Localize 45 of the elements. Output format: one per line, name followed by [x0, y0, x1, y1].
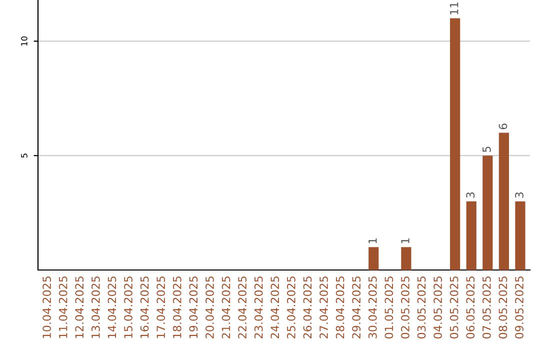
data-label: 5 — [482, 146, 491, 152]
x-tick-label: 21.04.2025 — [222, 276, 230, 338]
x-tick-label: 28.04.2025 — [336, 276, 344, 338]
x-tick-label: 09.05.2025 — [515, 276, 524, 338]
bar — [515, 201, 526, 270]
x-tick-label: 27.04.2025 — [320, 276, 328, 338]
x-tick-label: 23.04.2025 — [254, 276, 263, 338]
bar — [401, 247, 412, 270]
x-tick-label: 13.04.2025 — [91, 276, 100, 338]
x-tick-label: 18.04.2025 — [172, 276, 182, 338]
data-label: 1 — [368, 238, 377, 244]
data-label: 11 — [450, 2, 458, 14]
x-tick-label: 30.04.2025 — [368, 276, 377, 338]
x-tick-label: 24.04.2025 — [270, 276, 280, 338]
x-tick-label: 10.04.2025 — [42, 276, 51, 338]
x-tick-label: 08.05.2025 — [498, 276, 508, 338]
data-label: 3 — [466, 192, 475, 198]
x-tick-label: 29.04.2025 — [352, 276, 361, 338]
bar — [450, 18, 460, 270]
x-tick-label: 17.04.2025 — [156, 276, 166, 338]
x-tick-label: 25.04.2025 — [286, 276, 296, 338]
x-tick-label: 20.04.2025 — [206, 276, 214, 338]
x-tick-label: 26.04.2025 — [303, 276, 312, 338]
x-tick-label: 16.04.2025 — [140, 276, 149, 338]
x-tick-label: 15.04.2025 — [124, 276, 132, 338]
x-tick-label: 22.04.2025 — [238, 276, 246, 338]
x-tick-label: 03.05.2025 — [417, 276, 426, 338]
x-tick-label: 02.05.2025 — [401, 276, 410, 338]
x-tick-label: 01.05.2025 — [384, 276, 394, 338]
x-tick-label: 05.05.2025 — [450, 276, 458, 338]
data-label: 6 — [498, 124, 508, 130]
data-label: 3 — [515, 192, 524, 198]
bar — [466, 201, 476, 270]
x-tick-label: 11.04.2025 — [58, 276, 68, 338]
x-tick-label: 19.04.2025 — [189, 276, 198, 338]
bar — [498, 132, 509, 270]
x-tick-label: 14.04.2025 — [108, 276, 116, 338]
x-tick-label: 06.05.2025 — [466, 276, 475, 338]
bar — [368, 247, 379, 270]
y-tick-label: 10 — [21, 36, 28, 46]
x-tick-label: 07.05.2025 — [482, 276, 491, 338]
x-tick-label: 12.04.2025 — [75, 276, 84, 338]
x-tick-label: 04.05.2025 — [434, 276, 442, 338]
data-label: 1 — [401, 238, 410, 244]
bar — [482, 156, 493, 270]
